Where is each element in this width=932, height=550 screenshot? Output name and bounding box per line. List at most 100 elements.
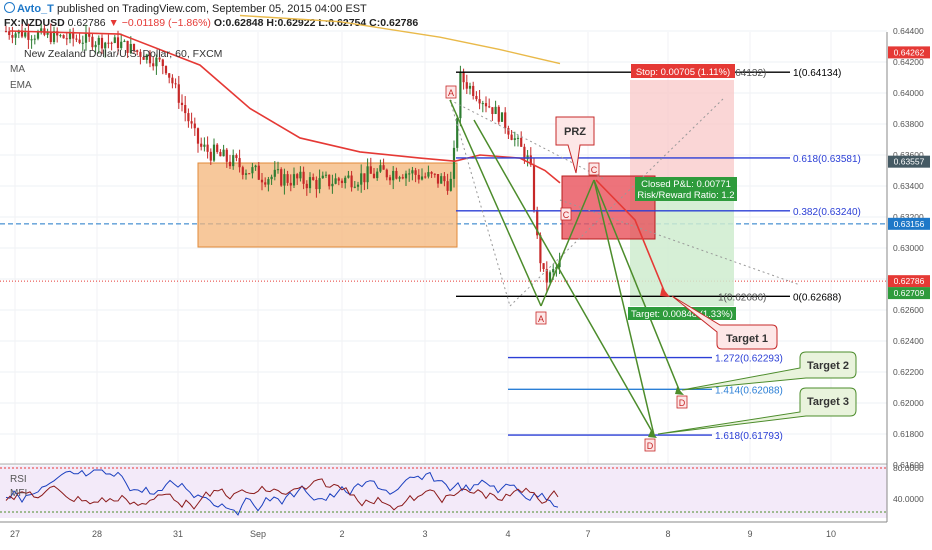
candle-body <box>94 44 97 48</box>
candle-body <box>228 161 232 167</box>
candle-body <box>136 50 139 52</box>
candle-body <box>36 32 40 39</box>
candle-body <box>148 54 152 64</box>
candle-body <box>123 40 126 42</box>
pattern-point-label: A <box>538 314 544 324</box>
candle-body <box>225 149 228 162</box>
candle-body <box>456 118 459 148</box>
candle-body <box>196 128 200 144</box>
indicator-series <box>0 467 887 516</box>
candle-body <box>78 39 81 43</box>
candle-body <box>84 33 88 43</box>
candle-body <box>299 171 302 179</box>
price-badge-label: 0.63156 <box>894 219 925 229</box>
pattern-point-box <box>560 207 572 221</box>
author-name[interactable]: Avto_T <box>17 3 54 15</box>
candle-body <box>276 169 280 171</box>
candle-body <box>62 35 65 39</box>
pattern-point-label: C <box>563 210 570 220</box>
low-value: L:0.62754 <box>318 17 367 29</box>
candle-body <box>126 40 129 53</box>
candle-body <box>20 30 24 37</box>
ma-line <box>239 14 561 65</box>
candle-body <box>552 269 555 273</box>
indicator-pane[interactable] <box>0 466 887 518</box>
price-badge-label: 0.62786 <box>894 276 925 286</box>
price-tick-label: 0.62600 <box>893 305 924 315</box>
candle-body <box>222 149 225 157</box>
candle-body <box>100 37 104 49</box>
candle-body <box>401 177 404 179</box>
candle-body <box>388 177 392 181</box>
time-tick-label: 31 <box>173 529 183 539</box>
price-badge-label: 0.63557 <box>894 157 925 167</box>
time-tick-label: 10 <box>826 529 836 539</box>
candle-body <box>193 123 196 129</box>
rsi-line <box>5 469 559 516</box>
candle-body <box>452 147 456 179</box>
candle-body <box>430 172 433 174</box>
candle-body <box>88 33 91 37</box>
candle-body <box>174 83 177 85</box>
price-tick-label: 0.61800 <box>893 429 924 439</box>
candle-body <box>436 174 440 184</box>
candle-body <box>120 41 123 49</box>
price-tick-label: 0.64400 <box>893 26 924 36</box>
candle-body <box>472 85 475 96</box>
candle-body <box>40 28 43 33</box>
candle-body <box>107 42 110 44</box>
candle-body <box>91 36 94 48</box>
candle-body <box>203 144 206 147</box>
pattern-point-label: D <box>679 398 686 408</box>
price-axis[interactable]: 0.64400 0.64200 0.64000 0.63800 0.63600 0.634… <box>893 26 924 504</box>
candle-body <box>347 175 350 178</box>
candle-body <box>321 175 324 179</box>
candle-body <box>529 155 532 165</box>
price-badge <box>888 46 930 59</box>
candle-body <box>478 99 481 104</box>
time-axis[interactable]: 27 28 31 Sep 2 3 4 7 8 9 10 <box>10 529 836 539</box>
time-tick-label: Sep <box>250 529 266 539</box>
publish-header: Avto_T published on TradingView.com, Sep… <box>4 2 367 15</box>
candle-body <box>254 165 257 168</box>
candle-body <box>484 103 488 107</box>
candle-body <box>65 38 68 40</box>
candle-body <box>24 32 27 37</box>
candle-body <box>504 112 507 129</box>
ma-legend: MA <box>10 64 25 75</box>
moving-averages <box>9 14 561 184</box>
candle-body <box>248 173 251 175</box>
candle-body <box>14 33 17 38</box>
candle-body <box>129 43 132 53</box>
time-tick-label: 4 <box>505 529 510 539</box>
candle-body <box>395 170 398 179</box>
fib-top-label: 0(0.64132) <box>718 68 766 79</box>
candle-body <box>328 174 331 187</box>
fib-level-label: 0.618(0.63581) <box>793 154 861 165</box>
candle-body <box>152 63 155 67</box>
candle-body <box>270 176 273 180</box>
stop-zone <box>630 80 734 178</box>
risk-reward-label: Risk/Reward Ratio: 1.2 <box>637 190 734 201</box>
candle-body <box>289 182 292 186</box>
candle-body <box>132 43 136 51</box>
candle-body <box>8 31 11 36</box>
target-label: Target: 0.00848 (1.33%) <box>631 309 733 320</box>
price-badge-label: 0.64262 <box>894 47 925 57</box>
candle-body <box>244 173 248 175</box>
tradingview-logo-icon <box>4 2 15 13</box>
candle-body <box>340 180 344 184</box>
candle-body <box>440 176 443 184</box>
candle-body <box>497 106 500 122</box>
candle-body <box>536 209 539 236</box>
candle-body <box>376 171 379 179</box>
candle-body <box>507 128 510 135</box>
candle-body <box>542 263 545 270</box>
candle-body <box>363 173 366 183</box>
candle-body <box>318 178 321 190</box>
price-tick-label: 0.62400 <box>893 336 924 346</box>
candle-body <box>155 57 158 67</box>
candle-body <box>216 144 219 152</box>
candle-body <box>257 165 260 180</box>
